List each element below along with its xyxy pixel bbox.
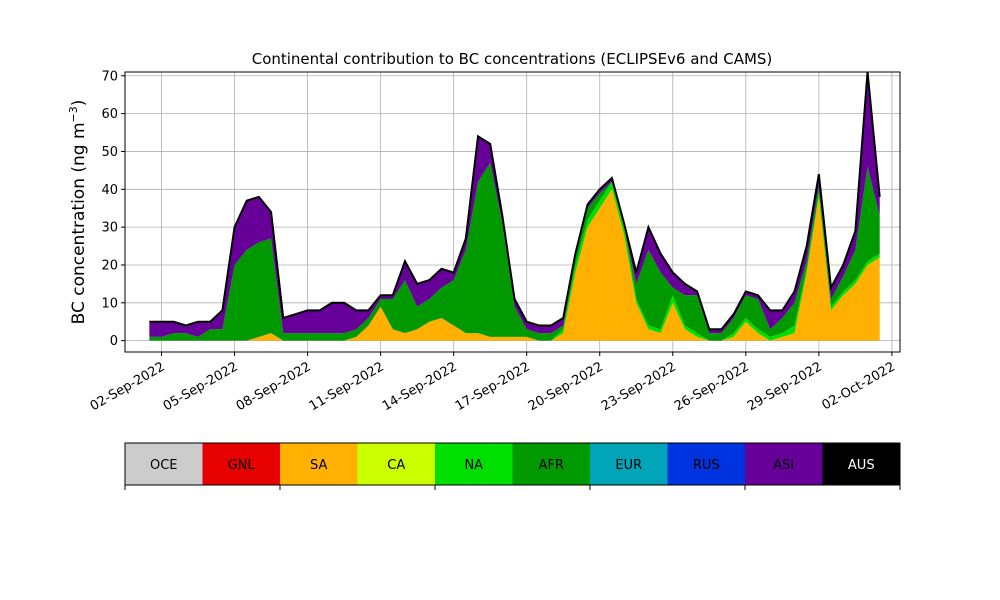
y-tick-label: 10 [101, 296, 118, 311]
chart-title: Continental contribution to BC concentra… [252, 50, 773, 68]
legend-colorbar: OCE GNL SA CA NA AFR EUR RUS ASI AUS [124, 442, 901, 490]
legend-label-gnl: GNL [228, 458, 256, 473]
legend-label-afr: AFR [539, 458, 564, 473]
area-layer [149, 71, 881, 341]
legend-label-na: NA [464, 458, 483, 473]
area-series-afr [149, 162, 880, 341]
legend-label-eur: EUR [615, 458, 642, 473]
legend-swatch-rus [667, 443, 745, 485]
legend-swatch-asi [745, 443, 823, 485]
y-tick-label: 60 [101, 107, 118, 122]
legend-label-aus: AUS [848, 458, 875, 473]
plot-frame [124, 71, 901, 353]
y-axis-label-suffix: ) [69, 100, 89, 107]
legend-swatch-ca [357, 443, 435, 485]
y-tick-label: 30 [101, 221, 118, 236]
legend-label-sa: SA [310, 458, 327, 473]
legend-label-ca: CA [387, 458, 405, 473]
legend-swatch-afr [512, 443, 590, 485]
legend-swatch-gnl [202, 443, 280, 485]
area-series-sa [149, 189, 880, 341]
legend-frame [124, 442, 901, 486]
legend-swatch-aus [822, 443, 900, 485]
y-axis-label: BC concentration (ng m−3) [67, 100, 89, 325]
y-tick-label: 20 [101, 258, 118, 273]
y-tick-label: 40 [101, 183, 118, 198]
total-concentration-line [149, 71, 881, 331]
legend-swatch-oce [125, 443, 203, 485]
y-axis-label-superscript: −3 [67, 106, 80, 122]
y-tick-label: 70 [101, 69, 118, 84]
legend-swatch-eur [590, 443, 668, 485]
legend-label-oce: OCE [150, 458, 178, 473]
legend-label-rus: RUS [693, 458, 720, 473]
legend-swatch-sa [280, 443, 358, 485]
legend-swatch-na [435, 443, 513, 485]
y-tick-label: 0 [110, 334, 118, 349]
y-axis-label-main: BC concentration (ng m [69, 122, 89, 324]
y-tick-label: 50 [101, 145, 118, 160]
legend-label-asi: ASI [773, 458, 794, 473]
